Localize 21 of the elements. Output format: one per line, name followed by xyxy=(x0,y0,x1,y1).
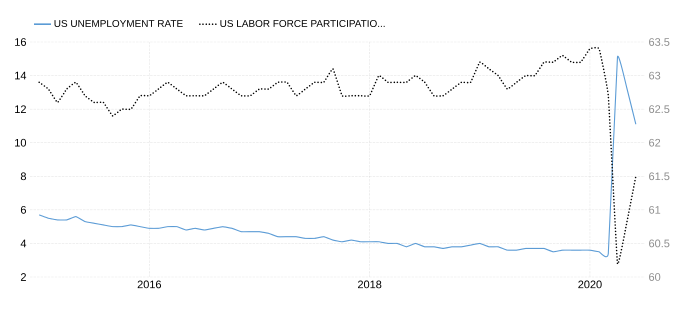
y-tick-label: 10 xyxy=(15,138,26,147)
y-tick-label: 6 xyxy=(20,206,26,214)
y-tick-label: 8 xyxy=(20,172,26,180)
y2-tick-label: 61.5 xyxy=(649,172,670,180)
y2-tick-label: 63.5 xyxy=(649,38,670,46)
y2-tick-label: 63 xyxy=(649,72,660,80)
x-tick-label: 2020 xyxy=(578,280,602,288)
x-tick-label: 2018 xyxy=(358,280,382,288)
y-tick-label: 12 xyxy=(15,105,26,113)
y-tick-label: 2 xyxy=(20,273,26,281)
x-tick-label: 2016 xyxy=(138,280,162,288)
y-tick-label: 14 xyxy=(15,72,26,80)
y2-tick-label: 60 xyxy=(649,273,660,281)
legend-label: US UNEMPLOYMENT RATE xyxy=(54,20,183,28)
y2-tick-label: 60.5 xyxy=(649,240,670,248)
y2-tick-label: 62.5 xyxy=(649,105,670,114)
y2-tick-label: 61 xyxy=(649,206,660,214)
legend-label: US LABOR FORCE PARTICIPATIO... xyxy=(220,20,385,28)
y-tick-label: 4 xyxy=(20,240,26,248)
y-tick-label: 16 xyxy=(15,38,26,46)
y2-tick-label: 62 xyxy=(649,138,660,147)
